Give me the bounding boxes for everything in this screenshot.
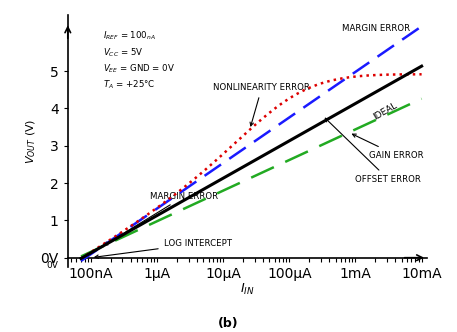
Text: (b): (b) [218,317,239,330]
Text: $I_{REF}$ = 100$_{nA}$
$V_{CC}$ = 5V
$V_{EE}$ = GND = 0V
$T_A$ = +25°C: $I_{REF}$ = 100$_{nA}$ $V_{CC}$ = 5V $V_… [102,30,175,91]
Text: IDEAL: IDEAL [372,101,399,122]
Text: GAIN ERROR: GAIN ERROR [352,134,423,159]
Text: OFFSET ERROR: OFFSET ERROR [325,118,421,184]
Text: 0V: 0V [46,261,58,270]
X-axis label: $I_{IN}$: $I_{IN}$ [240,282,255,297]
Text: MARGIN ERROR: MARGIN ERROR [104,192,218,245]
Text: LOG INTERCEPT: LOG INTERCEPT [95,239,232,258]
Y-axis label: $V_{OUT}$ (V): $V_{OUT}$ (V) [24,118,38,164]
Text: MARGIN ERROR: MARGIN ERROR [341,24,410,33]
Text: NONLINEARITY ERROR: NONLINEARITY ERROR [213,83,310,126]
